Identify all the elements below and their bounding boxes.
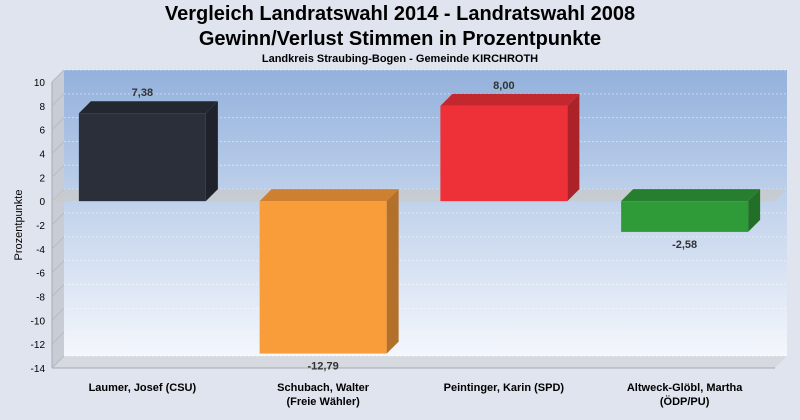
- gridline-side: [51, 117, 65, 131]
- x-tick-label: (Freie Wähler): [286, 396, 360, 408]
- chart-caption: Landkreis Straubing-Bogen - Gemeinde KIR…: [261, 53, 539, 65]
- data-label: 7,38: [132, 87, 153, 99]
- gridline-side: [51, 355, 65, 369]
- gridline-side: [51, 93, 65, 107]
- bar-top: [78, 101, 218, 114]
- bar-side: [205, 101, 218, 202]
- bar-top: [259, 189, 399, 202]
- y-axis-label: Prozentpunkte: [13, 190, 25, 261]
- gridline-side: [51, 164, 65, 178]
- y-tick-label: -6: [36, 269, 45, 280]
- bar-side: [386, 189, 399, 354]
- gridline-side: [51, 236, 65, 250]
- bar: [259, 201, 387, 354]
- bar: [440, 105, 568, 202]
- x-tick-label: Altweck-Glöbl, Martha: [627, 382, 743, 394]
- bar-side: [748, 189, 761, 232]
- gridline-side: [51, 69, 65, 83]
- y-tick-label: 6: [39, 126, 45, 137]
- x-tick-label: Laumer, Josef (CSU): [89, 382, 197, 394]
- chart-title: Vergleich Landratswahl 2014 - Landratswa…: [164, 3, 636, 25]
- gridline-side: [51, 260, 65, 274]
- gridline-side: [51, 212, 65, 226]
- y-tick-label: -14: [31, 364, 46, 375]
- data-label: 8,00: [493, 80, 514, 92]
- bar: [621, 201, 749, 232]
- data-label: -12,79: [308, 361, 339, 373]
- gridline-side: [51, 141, 65, 154]
- y-tick-label: 0: [39, 197, 45, 208]
- bar-top: [621, 189, 761, 202]
- y-tick-label: 10: [34, 78, 46, 89]
- y-tick-label: -12: [31, 340, 46, 351]
- x-tick-label: Peintinger, Karin (SPD): [444, 382, 565, 394]
- y-tick-label: -4: [36, 245, 45, 256]
- y-tick-label: -2: [36, 221, 45, 232]
- bar-side: [567, 93, 580, 202]
- y-tick-label: 2: [39, 173, 45, 184]
- bar: [78, 113, 206, 202]
- gridline-side: [51, 331, 65, 345]
- y-tick-label: 4: [39, 150, 45, 161]
- plot-floor: [52, 356, 787, 368]
- gridline-side: [51, 307, 65, 321]
- bar-top: [440, 93, 580, 106]
- chart-subtitle: Gewinn/Verlust Stimmen in Prozentpunkte: [198, 28, 602, 50]
- zero-plane: [52, 189, 787, 202]
- y-tick-label: -8: [36, 293, 45, 304]
- gridline-side: [51, 284, 65, 297]
- data-label: -2,58: [672, 239, 697, 251]
- y-tick-label: 8: [39, 102, 45, 113]
- x-tick-label: (ÖDP/PU): [660, 395, 710, 408]
- y-tick-label: -10: [31, 316, 46, 327]
- x-tick-label: Schubach, Walter: [277, 382, 370, 394]
